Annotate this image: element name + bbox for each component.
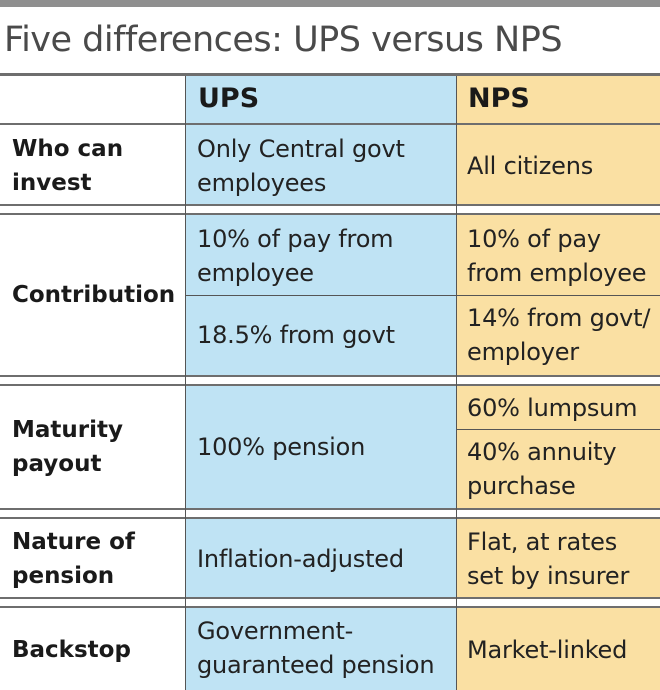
row-1-label: Who can invest: [12, 132, 123, 200]
column-divider-1: [185, 76, 186, 690]
row-4-label-line-1: Nature of: [12, 529, 135, 555]
row-2-ups-text-1: 10% of pay from employee: [197, 222, 394, 290]
row-3-ups-cell: [186, 386, 457, 508]
row-2-nps-text-2: 14% from govt/ employer: [467, 301, 650, 369]
column-divider-2: [456, 76, 457, 690]
row-3-top-rule: [0, 384, 660, 386]
row-1-nps-cell: [457, 125, 660, 204]
row-2-ups-1-line-2: employee: [197, 259, 314, 287]
row-4-nps-line-2: set by insurer: [467, 562, 630, 590]
row-3-label: Maturity payout: [12, 413, 123, 481]
row-2-nps-2-line-2: employer: [467, 338, 579, 366]
row-1-bottom-rule: [0, 204, 660, 206]
row-4-label: Nature of pension: [12, 525, 135, 593]
row-4-nps-cell: [457, 519, 660, 597]
row-3-nps-cell-top: [457, 386, 660, 429]
row-5-label: Backstop: [12, 637, 131, 663]
row-2-label: Contribution: [12, 282, 176, 308]
row-5-ups-text: Government- guaranteed pension: [197, 614, 435, 682]
row-2-ups-cell-top: [186, 215, 457, 295]
row-2-nps-cell-bottom: [457, 295, 660, 375]
row-2-nps-cell-top: [457, 215, 660, 295]
row-1-nps-text: All citizens: [467, 152, 594, 180]
row-2-nps-2-line-1: 14% from govt/: [467, 304, 651, 332]
row-5-ups-cell: [186, 608, 457, 690]
row-2-ups-cell-bottom: [186, 295, 457, 375]
row-3-nps-text-1: 60% lumpsum: [467, 394, 638, 422]
header-bottom-rule: [0, 123, 660, 125]
row-3-ups-text: 100% pension: [197, 433, 366, 461]
row-2-nps-text-1: 10% of pay from employee: [467, 222, 647, 290]
row-5-ups-line-1: Government-: [197, 617, 354, 645]
row-2-ups-1-line-1: 10% of pay from: [197, 225, 394, 253]
row-3-nps-divider: [457, 429, 660, 430]
nps-header-cell: [457, 76, 660, 123]
row-4-ups-text: Inflation-adjusted: [197, 545, 404, 573]
row-3-label-line-1: Maturity: [12, 417, 123, 443]
row-2-nps-1-line-2: from employee: [467, 259, 647, 287]
row-2-divider: [186, 295, 660, 296]
row-1-ups-text: Only Central govt employees: [197, 132, 405, 200]
row-5-nps-cell: [457, 608, 660, 690]
row-1-ups-line-1: Only Central govt: [197, 135, 405, 163]
ups-header-cell: [186, 76, 457, 123]
row-3-label-line-2: payout: [12, 451, 102, 477]
row-4-nps-line-1: Flat, at rates: [467, 528, 618, 556]
header-top-rule: [0, 73, 660, 76]
row-2-bottom-rule: [0, 375, 660, 377]
page-title: Five differences: UPS versus NPS: [4, 20, 563, 60]
row-5-nps-text: Market-linked: [467, 636, 628, 664]
row-2-nps-1-line-1: 10% of pay: [467, 225, 601, 253]
row-3-nps-cell-bottom: [457, 429, 660, 508]
ups-column-header: UPS: [198, 83, 260, 114]
nps-column-header: NPS: [468, 83, 530, 114]
row-3-bottom-rule: [0, 508, 660, 510]
row-2-top-rule: [0, 213, 660, 215]
row-1-ups-line-2: employees: [197, 169, 327, 197]
row-4-bottom-rule: [0, 597, 660, 599]
top-bar: [0, 0, 660, 7]
row-2-ups-text-2: 18.5% from govt: [197, 321, 395, 349]
row-4-label-line-2: pension: [12, 563, 115, 589]
row-3-nps-2-line-2: purchase: [467, 472, 576, 500]
row-4-nps-text: Flat, at rates set by insurer: [467, 525, 629, 593]
row-5-ups-line-2: guaranteed pension: [197, 651, 435, 679]
row-3-nps-text-2: 40% annuity purchase: [467, 435, 617, 503]
row-1-label-line-1: Who can: [12, 136, 124, 162]
row-4-ups-cell: [186, 519, 457, 597]
row-4-top-rule: [0, 517, 660, 519]
row-1-ups-cell: [186, 125, 457, 204]
row-5-top-rule: [0, 606, 660, 608]
row-1-label-line-2: invest: [12, 170, 92, 196]
row-3-nps-2-line-1: 40% annuity: [467, 438, 617, 466]
